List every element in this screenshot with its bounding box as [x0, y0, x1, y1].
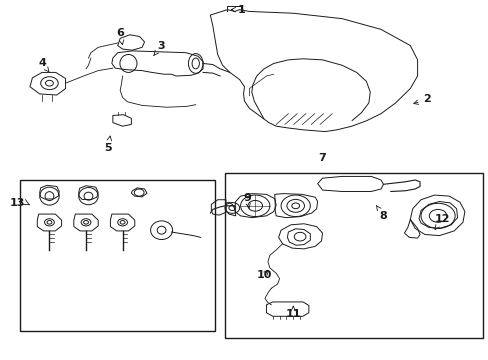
Bar — [20, 180, 215, 330]
Text: 13: 13 — [9, 198, 25, 208]
Text: 6: 6 — [116, 28, 124, 45]
Bar — [224, 173, 483, 338]
Text: 4: 4 — [38, 58, 49, 72]
Text: 1: 1 — [231, 5, 245, 15]
Text: 12: 12 — [433, 215, 449, 230]
Text: 9: 9 — [243, 193, 250, 208]
Text: 8: 8 — [376, 206, 386, 221]
Text: 5: 5 — [104, 136, 112, 153]
Text: 3: 3 — [154, 41, 165, 55]
Text: 7: 7 — [318, 153, 325, 163]
Text: 2: 2 — [413, 94, 430, 104]
Text: 11: 11 — [285, 306, 301, 319]
Text: 10: 10 — [256, 270, 271, 280]
